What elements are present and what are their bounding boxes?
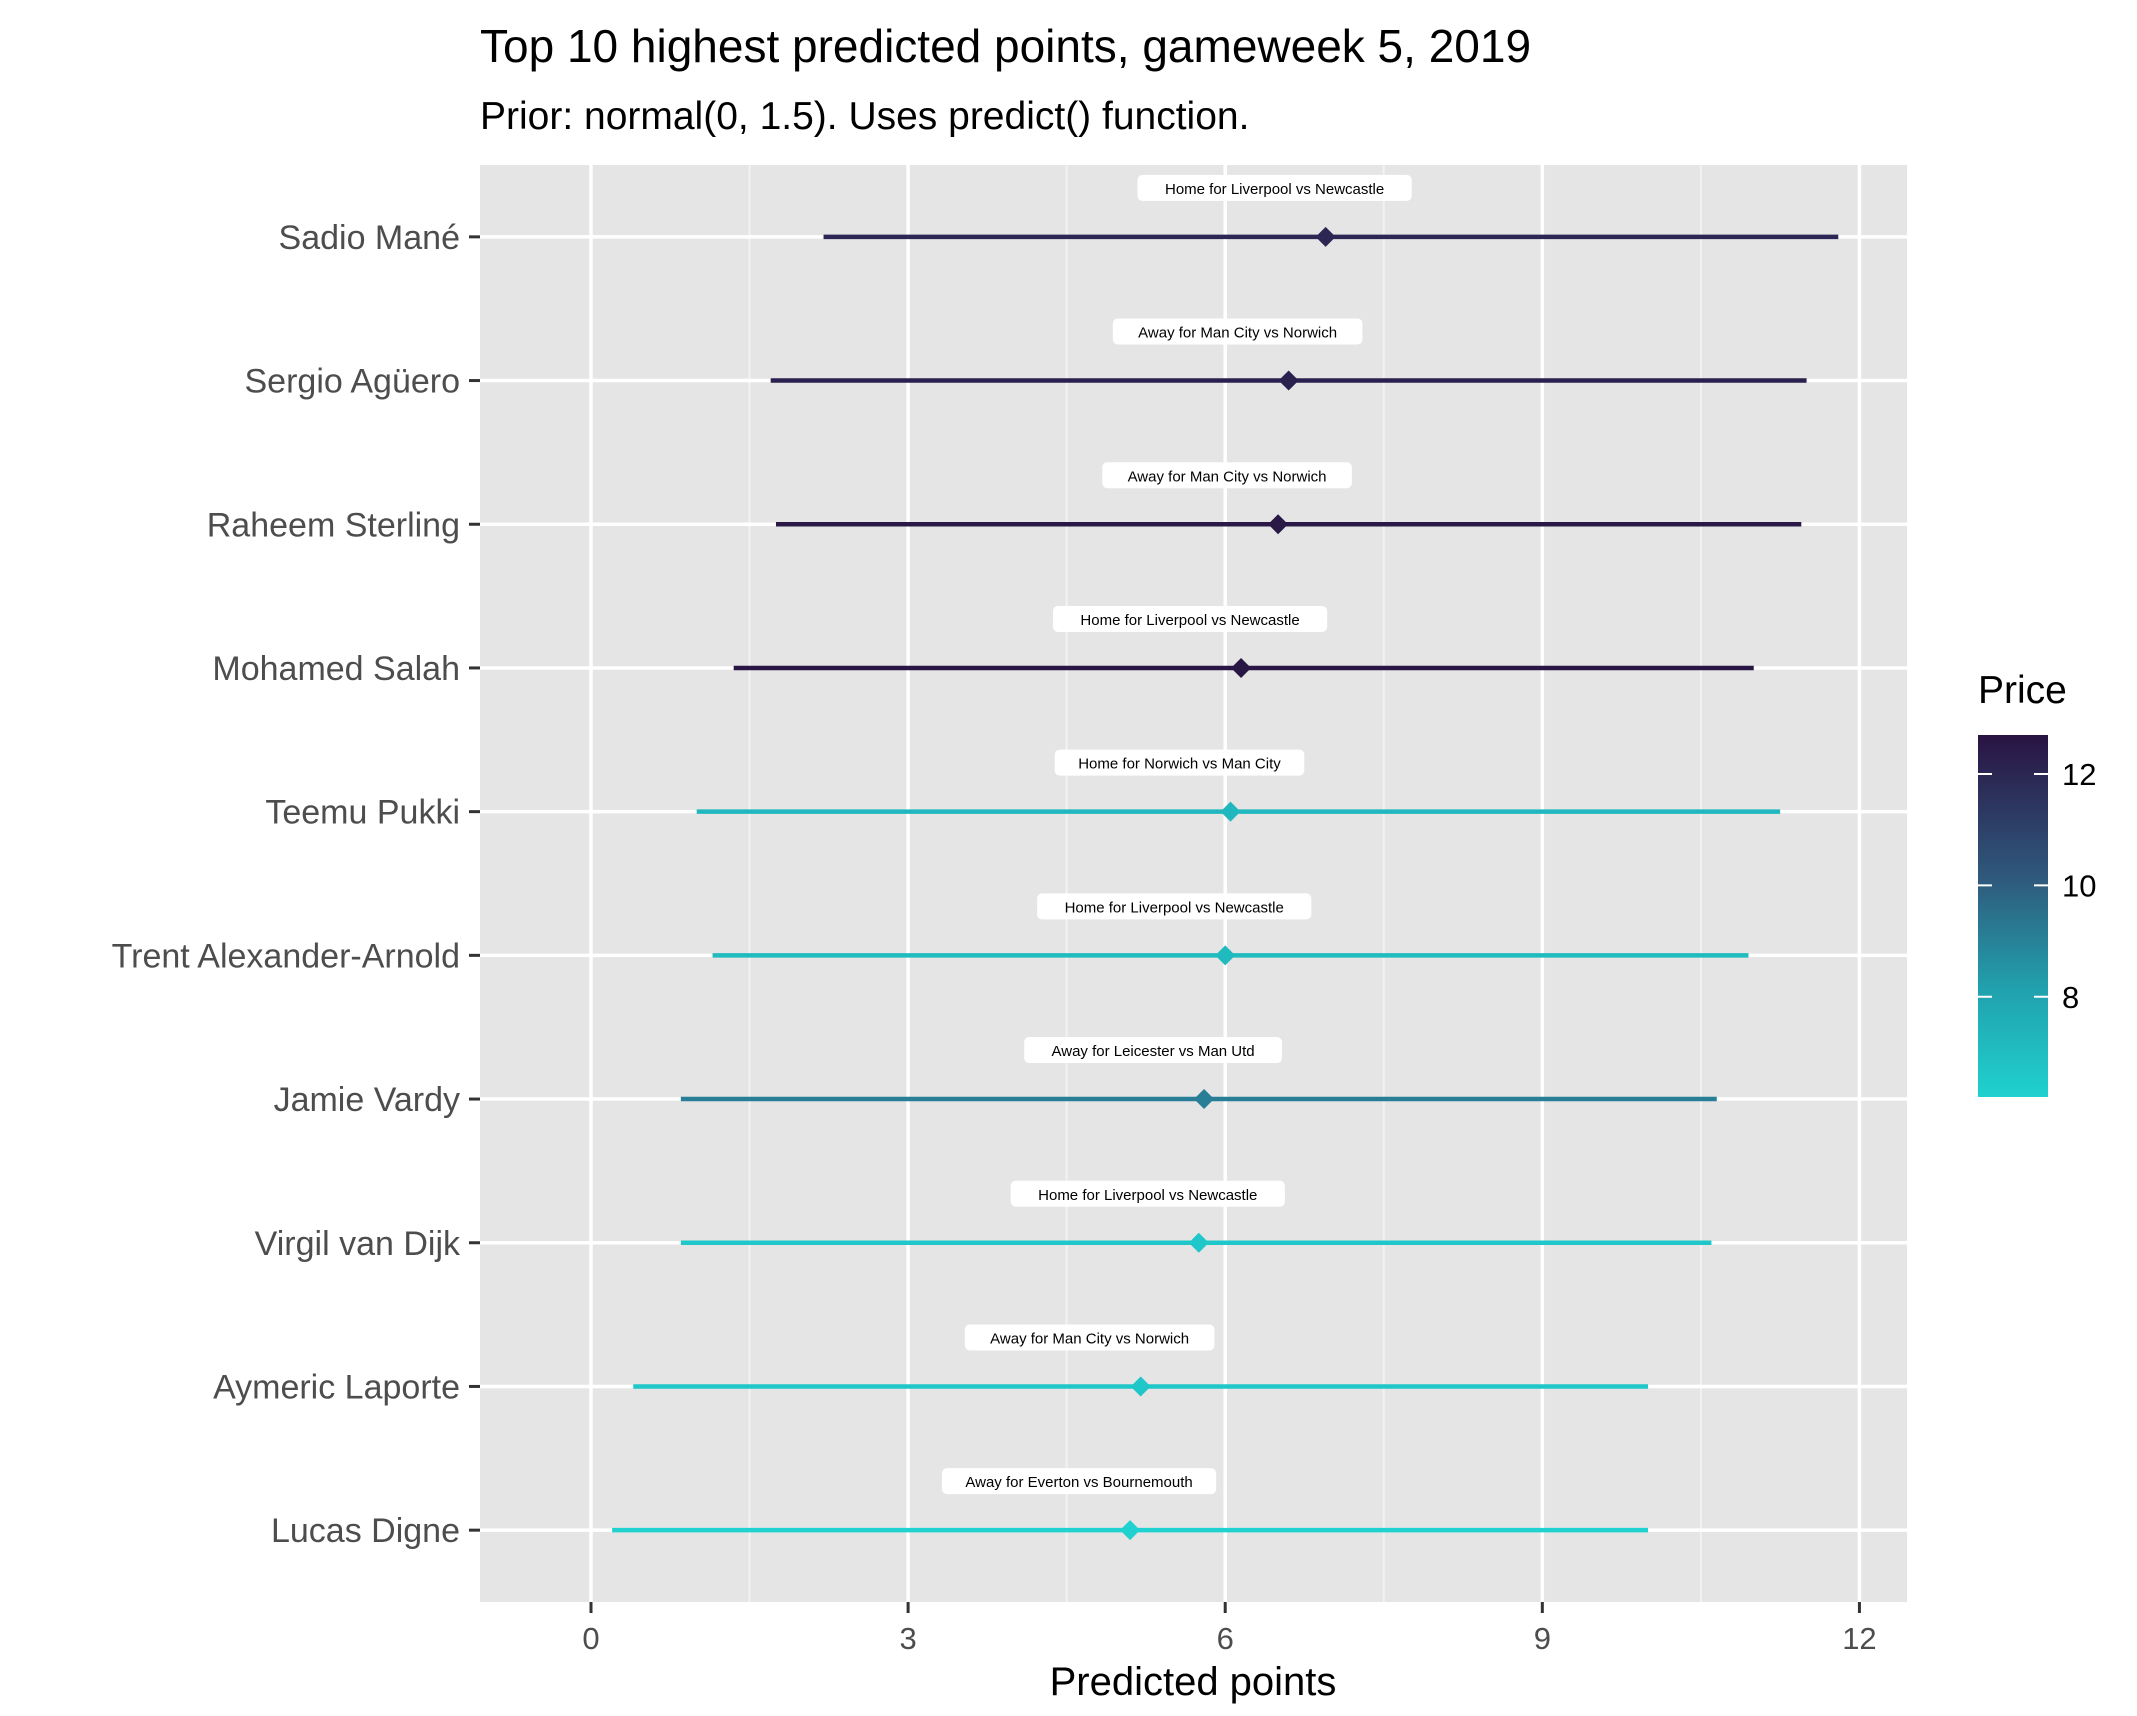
annotation-label: Away for Everton vs Bournemouth [965, 1474, 1192, 1491]
y-tick-label: Lucas Digne [271, 1512, 460, 1550]
estimate-point [1278, 370, 1299, 391]
y-tick-label: Mohamed Salah [212, 650, 460, 688]
player-row: Home for Liverpool vs Newcastle [733, 605, 1754, 678]
player-row: Away for Leicester vs Man Utd [680, 1037, 1717, 1110]
estimate-point [1188, 1232, 1209, 1253]
x-tick-label: 12 [1842, 1621, 1876, 1656]
annotation-label: Away for Man City vs Norwich [1138, 325, 1337, 342]
player-row: Home for Norwich vs Man City [696, 749, 1781, 822]
estimate-point [1215, 945, 1236, 966]
estimate-point [1315, 226, 1336, 247]
y-tick-label: Teemu Pukki [265, 794, 460, 832]
player-row: Away for Man City vs Norwich [775, 462, 1802, 535]
estimate-point [1194, 1089, 1215, 1110]
annotation-label: Home for Norwich vs Man City [1078, 756, 1281, 773]
y-tick-label: Aymeric Laporte [213, 1368, 460, 1406]
legend-tick-label: 12 [2062, 757, 2096, 792]
annotation-box [941, 1468, 1217, 1495]
estimate-point [1268, 514, 1289, 535]
annotation-label: Away for Man City vs Norwich [990, 1330, 1189, 1347]
y-tick-label: Sadio Mané [279, 219, 460, 257]
chart-subtitle: Prior: normal(0, 1.5). Uses predict() fu… [480, 95, 1249, 138]
legend-ticks: 8 10 12 [1978, 757, 2096, 1015]
annotation-box [1052, 605, 1328, 632]
annotation-box [1037, 893, 1312, 920]
interval-marks: Home for Liverpool vs Newcastle Away for … [612, 174, 1839, 1541]
x-axis-title: Predicted points [1050, 1660, 1337, 1704]
annotation-box [964, 1324, 1215, 1351]
annotation-label: Away for Leicester vs Man Utd [1052, 1043, 1255, 1060]
annotation-label: Home for Liverpool vs Newcastle [1080, 612, 1299, 629]
x-tick-label: 0 [582, 1621, 599, 1656]
y-tick-label: Virgil van Dijk [255, 1225, 461, 1263]
annotation-box [1112, 318, 1363, 345]
estimate-point [1120, 1520, 1141, 1541]
estimate-point [1231, 657, 1252, 678]
annotation-box [1024, 1037, 1282, 1064]
legend-tick-label: 10 [2062, 868, 2096, 903]
player-row: Away for Everton vs Bournemouth [612, 1468, 1649, 1541]
chart-title: Top 10 highest predicted points, gamewee… [480, 20, 1531, 72]
x-tick-label: 9 [1534, 1621, 1551, 1656]
y-axis: Sadio Mané Sergio Agüero Raheem Sterling Mo… [112, 219, 480, 1550]
price-legend: Price 8 10 12 [1978, 669, 2096, 1097]
annotation-label: Home for Liverpool vs Newcastle [1165, 181, 1384, 198]
player-row: Away for Man City vs Norwich [633, 1324, 1649, 1397]
legend-tick-label: 8 [2062, 980, 2079, 1015]
plot-panel [480, 165, 1907, 1602]
y-tick-label: Sergio Agüero [245, 363, 461, 401]
annotation-box [1102, 462, 1352, 489]
player-row: Home for Liverpool vs Newcastle [823, 174, 1839, 247]
estimate-point [1220, 801, 1241, 822]
legend-title: Price [1978, 669, 2067, 712]
x-axis: 0 3 6 9 12 [582, 1602, 1877, 1656]
player-row: Away for Man City vs Norwich [770, 318, 1807, 391]
legend-colorbar [1978, 735, 2048, 1097]
x-tick-label: 3 [899, 1621, 916, 1656]
player-row: Home for Liverpool vs Newcastle [712, 893, 1749, 966]
annotation-box [1010, 1180, 1285, 1207]
y-tick-label: Jamie Vardy [274, 1081, 460, 1119]
estimate-point [1130, 1376, 1151, 1397]
annotation-label: Home for Liverpool vs Newcastle [1038, 1187, 1257, 1204]
annotation-box [1137, 174, 1412, 201]
annotation-label: Home for Liverpool vs Newcastle [1065, 899, 1284, 916]
player-row: Home for Liverpool vs Newcastle [680, 1180, 1712, 1253]
y-tick-label: Raheem Sterling [207, 506, 460, 544]
x-tick-label: 6 [1217, 1621, 1234, 1656]
y-tick-label: Trent Alexander-Arnold [112, 937, 460, 975]
annotation-label: Away for Man City vs Norwich [1128, 468, 1327, 485]
annotation-box [1054, 749, 1305, 776]
